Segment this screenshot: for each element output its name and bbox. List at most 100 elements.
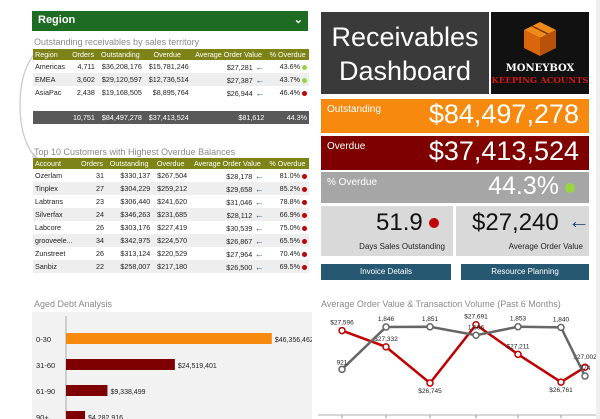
table-row[interactable]: Tinplex 27 $304,229 $259,212 $29,658 ← 85.2% (33, 182, 309, 195)
table-row[interactable]: Ozerlam 31 $330,137 $267,504 $28,178 ← 81.0% (33, 169, 309, 182)
customers-table-wrapper[interactable]: Account Orders Outstanding Overdue Average O… (33, 158, 309, 293)
cell-aov-value: $28,178 (226, 171, 253, 181)
cell-region: Americas (35, 62, 65, 71)
cell-account: Zunstreet (35, 249, 66, 258)
table-row[interactable]: Silverfax 24 $346,263 $231,685 $28,112 ← 66.9… (33, 208, 309, 221)
chevron-down-icon[interactable]: ⌄ (293, 14, 303, 26)
region_section-header-2[interactable]: Outstanding (96, 49, 144, 60)
arrow-left-icon: ← (252, 196, 264, 207)
table-row[interactable]: Sanbiz 22 $258,007 $217,180 $26,500 ← 69.5% (33, 260, 309, 273)
data-label: 1,846 (378, 316, 395, 323)
cell-outstanding: $303,176 (120, 223, 151, 232)
data-point (338, 365, 346, 374)
data-label: 1,853 (510, 316, 527, 323)
cell-aov-value: $30,539 (226, 223, 253, 233)
cell-region: AsiaPac (35, 88, 62, 97)
cell-aov-value: $31,046 (226, 197, 253, 207)
dashboard-title-line2: Dashboard (338, 56, 472, 86)
arrow-left-icon: ← (252, 261, 264, 272)
customers_section-header-1[interactable]: Orders (77, 158, 107, 169)
category-label: 0-30 (36, 335, 51, 344)
kpi-dso: 51.9 Days Sales Outstanding (321, 206, 453, 256)
aov-volume-chart: $27,596 $27,332 $26,745 $27,691 $27,211 $26,7… (318, 314, 596, 418)
data-point (557, 323, 565, 332)
data-point (426, 323, 434, 331)
region_section-header-1[interactable]: Orders (69, 49, 97, 60)
customers_section-header-3[interactable]: Overdue (152, 158, 190, 169)
data-point (557, 378, 565, 386)
cell-pct-value: 75.0% (279, 223, 300, 232)
kpi-dso-value: 51.9 (376, 209, 423, 236)
customers_section-header-0[interactable]: Account (33, 158, 78, 169)
total-outstanding: $84,497,278 (96, 111, 144, 124)
table-row[interactable]: Labtrans 23 $306,440 $241,620 $31,046 ← 78.8% (33, 195, 309, 208)
table-row[interactable]: EMEA 3,602 $29,120,597 $12,736,514 $27,387 ←… (33, 73, 309, 86)
arrow-left-icon: ← (568, 208, 590, 233)
status-dot-green-icon (302, 77, 307, 83)
arrow-left-icon: ← (252, 235, 264, 246)
cell-outstanding: $346,263 (106, 208, 153, 221)
dashboard-title-line1: Receivables (331, 22, 479, 52)
cell-overdue: $227,419 (157, 223, 188, 232)
data-label: $27,332 (374, 336, 398, 343)
data-label: $27,211 (506, 343, 529, 350)
invoice-details-button[interactable]: Invoice Details (321, 264, 451, 280)
table-row[interactable]: grooveele... 34 $342,975 $224,570 $26,867 ← 6… (33, 234, 309, 247)
kpi-overdue-label: Overdue (327, 141, 366, 152)
cell-aov-value: $27,964 (226, 249, 253, 259)
data-point (426, 379, 434, 387)
cell-orders: 4,711 (77, 62, 95, 71)
kpi-aov: $27,240 ← Average Order Value (456, 206, 590, 256)
cell-pct: 69.5% (265, 260, 309, 273)
table-row[interactable]: AsiaPac 2,438 $19,168,505 $8,895,764 $26,944… (33, 86, 309, 99)
cell-aov: $27,281 ← (191, 60, 267, 73)
status-dot-green-icon (565, 183, 575, 193)
cell-outstanding: $330,137 (120, 171, 151, 180)
arrow-left-icon: ← (252, 183, 264, 194)
region_section-header-3[interactable]: Overdue (143, 49, 191, 60)
cell-pct-value: 43.7% (279, 75, 300, 84)
cell-pct: 78.8% (266, 195, 309, 208)
data-label: 774 (580, 365, 591, 372)
arrow-left-icon: ← (252, 222, 264, 233)
total-overdue: $37,413,524 (143, 111, 191, 124)
dashboard-title-box: Receivables Dashboard (321, 12, 489, 94)
table-row[interactable]: Americas 4,711 $36,208,176 $15,781,246 $27,2… (33, 60, 309, 73)
cell-orders: 26 (96, 223, 105, 232)
cell-account: grooveele... (33, 234, 78, 247)
status-dot-red-icon (429, 218, 439, 228)
data-label: $27,596 (330, 320, 354, 327)
customers_section-header-2[interactable]: Outstanding (106, 158, 153, 169)
customers_section-header-4[interactable]: Average Order Value (189, 158, 266, 169)
customers-section-title: Top 10 Customers with Highest Overdue Ba… (34, 147, 236, 157)
cell-pct-value: 65.5% (279, 236, 300, 245)
cell-outstanding: $342,975 (106, 234, 153, 247)
region_section-header-4[interactable]: Average Order Value (190, 49, 267, 60)
data-label: $24,519,401 (178, 363, 217, 370)
region_section-header-0[interactable]: Region (33, 49, 70, 60)
cell-orders: 24 (77, 208, 107, 221)
status-dot-red-icon (302, 186, 307, 192)
cell-outstanding: $19,168,505 (101, 88, 142, 97)
cell-orders: 2,438 (76, 88, 95, 97)
cell-pct-value: 85.2% (279, 184, 300, 193)
spacer-row (33, 99, 309, 111)
arrow-left-icon: ← (252, 209, 264, 220)
kpi-pct-overdue-label: % Overdue (327, 177, 378, 188)
region_section-header-5[interactable]: % Overdue (266, 49, 309, 60)
bar (66, 411, 86, 419)
window-scrollbar[interactable] (596, 0, 600, 419)
region-section-title: Outstanding receivables by sales territo… (34, 37, 200, 47)
arrow-left-icon: ← (252, 74, 265, 85)
region-slicer[interactable]: Region ⌄ (32, 11, 308, 31)
data-label: 1,851 (422, 316, 439, 323)
cell-pct: 75.0% (266, 221, 309, 234)
cell-outstanding: $304,229 (106, 182, 153, 195)
resource-planning-button[interactable]: Resource Planning (461, 264, 589, 280)
table-row[interactable]: Zunstreet 26 $313,124 $220,529 $27,964 ← 70.4… (33, 247, 309, 260)
customers_section-header-5[interactable]: % Overdue (265, 158, 309, 169)
cell-pct-value: 69.5% (279, 262, 300, 271)
table-row[interactable]: Labcore 26 $303,176 $227,419 $30,539 ← 75.0% (33, 221, 309, 234)
series-line (341, 325, 587, 377)
category-label: 31-60 (36, 361, 55, 370)
